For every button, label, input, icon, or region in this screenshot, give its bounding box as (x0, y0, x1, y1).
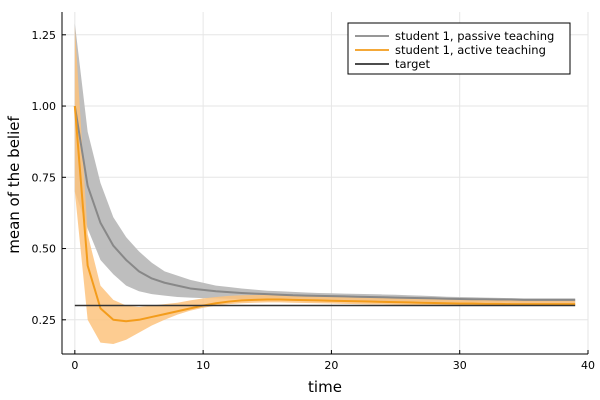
legend-label-2: student 1, active teaching (395, 43, 546, 57)
axes (61, 12, 589, 355)
tick-labels: 0 10 20 30 40 0.25 0.50 0.75 1.00 1.25 (32, 29, 596, 372)
y-tick-label: 0.25 (32, 314, 57, 327)
legend-label-1: student 1, passive teaching (395, 29, 554, 43)
x-tick-label: 40 (581, 359, 595, 372)
legend-box (347, 22, 571, 75)
legend-label-3: target (395, 57, 430, 71)
y-axis-label: mean of the belief (5, 116, 23, 254)
series-lines (73, 105, 576, 323)
x-tick-label: 0 (71, 359, 78, 372)
y-tick-label: 0.75 (32, 171, 57, 184)
x-axis-label: time (308, 378, 342, 396)
line-series-1 (73, 105, 576, 301)
x-tick-label: 10 (196, 359, 210, 372)
x-tick-label: 20 (324, 359, 338, 372)
y-tick-label: 0.50 (32, 243, 57, 256)
band-series-1 (74, 23, 576, 303)
x-tick-label: 30 (453, 359, 467, 372)
line-series-2 (73, 105, 576, 323)
y-tick-label: 1.00 (32, 100, 57, 113)
y-tick-label: 1.25 (32, 29, 57, 42)
band-series-2 (74, 26, 576, 345)
confidence-bands (74, 23, 576, 345)
